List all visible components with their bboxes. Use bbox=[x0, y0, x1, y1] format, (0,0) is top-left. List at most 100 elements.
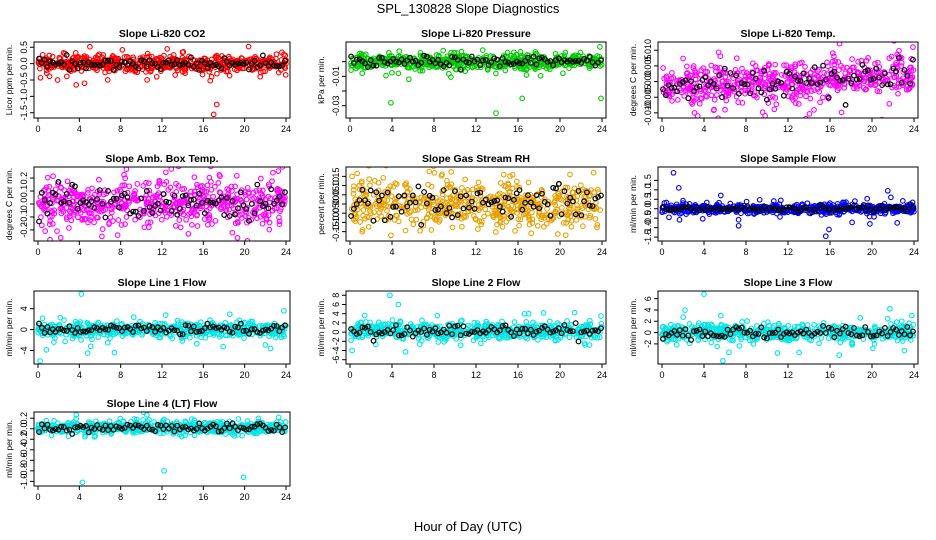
data-point bbox=[373, 203, 380, 210]
data-point bbox=[715, 115, 722, 118]
data-point bbox=[132, 329, 139, 335]
mean-point bbox=[193, 202, 200, 209]
x-tick-label: 16 bbox=[198, 247, 208, 257]
data-point bbox=[140, 183, 147, 189]
data-point bbox=[134, 181, 141, 187]
mean-point bbox=[449, 54, 456, 60]
data-point bbox=[891, 42, 897, 44]
data-point bbox=[769, 93, 776, 100]
mean-point bbox=[893, 68, 899, 75]
data-point bbox=[573, 197, 580, 204]
mean-point bbox=[367, 187, 374, 194]
mean-point bbox=[107, 322, 114, 329]
mean-point bbox=[113, 195, 120, 202]
mean-point bbox=[887, 81, 894, 88]
data-point bbox=[144, 50, 151, 57]
data-point bbox=[358, 178, 365, 185]
mean-point bbox=[232, 323, 239, 330]
data-point bbox=[124, 189, 131, 196]
mean-point bbox=[865, 202, 871, 209]
data-point bbox=[773, 101, 780, 108]
data-point bbox=[408, 208, 414, 215]
data-point bbox=[199, 183, 205, 189]
mean-point bbox=[789, 205, 796, 212]
mean-point bbox=[904, 208, 911, 215]
mean-point bbox=[223, 58, 230, 65]
mean-point bbox=[210, 199, 217, 206]
data-point bbox=[487, 193, 494, 200]
data-point bbox=[179, 319, 185, 325]
data-point bbox=[554, 231, 561, 237]
mean-point bbox=[530, 53, 537, 60]
data-point bbox=[538, 194, 545, 201]
data-point bbox=[448, 169, 455, 175]
data-point bbox=[161, 207, 167, 214]
x-tick-label: 4 bbox=[389, 247, 394, 257]
mean-point bbox=[589, 59, 596, 66]
mean-point bbox=[570, 198, 576, 205]
mean-point bbox=[36, 55, 42, 62]
mean-point bbox=[265, 62, 272, 69]
mean-point bbox=[502, 59, 509, 65]
data-point bbox=[424, 197, 430, 204]
data-point bbox=[461, 212, 468, 219]
data-point bbox=[126, 65, 132, 72]
panel-title: Slope Li-820 CO2 bbox=[119, 28, 206, 40]
mean-point bbox=[513, 190, 520, 197]
y-tick-label: 1.0 bbox=[643, 184, 653, 197]
data-point bbox=[208, 167, 214, 170]
data-point bbox=[594, 222, 601, 228]
mean-point bbox=[831, 206, 838, 212]
data-point bbox=[257, 204, 263, 211]
outlier-point bbox=[164, 46, 171, 52]
mean-point bbox=[190, 63, 197, 70]
mean-point bbox=[77, 59, 84, 66]
mean-point bbox=[124, 62, 131, 69]
data-point bbox=[598, 320, 605, 327]
data-point bbox=[163, 213, 170, 220]
x-tick-label: 8 bbox=[118, 370, 123, 380]
mean-point bbox=[707, 205, 714, 212]
mean-point bbox=[262, 200, 269, 207]
data-point bbox=[180, 334, 187, 341]
mean-point bbox=[221, 55, 228, 62]
y-axis-label: ml/min per min. bbox=[628, 175, 638, 233]
data-point bbox=[475, 226, 481, 232]
data-point bbox=[895, 80, 902, 87]
mean-point bbox=[193, 60, 200, 67]
data-point bbox=[521, 66, 527, 73]
data-point bbox=[204, 182, 211, 189]
mean-point bbox=[876, 74, 883, 81]
mean-point bbox=[160, 59, 167, 66]
mean-point bbox=[74, 205, 81, 212]
data-point bbox=[147, 219, 154, 226]
mean-point bbox=[362, 197, 369, 204]
mean-point bbox=[160, 191, 167, 197]
mean-point bbox=[555, 180, 562, 187]
mean-point bbox=[185, 62, 192, 68]
mean-point bbox=[251, 57, 258, 64]
data-point bbox=[765, 100, 772, 106]
data-point bbox=[560, 220, 567, 226]
data-point bbox=[256, 323, 263, 329]
data-point bbox=[177, 198, 184, 205]
data-point bbox=[43, 70, 50, 77]
mean-point bbox=[688, 78, 694, 85]
mean-point bbox=[138, 57, 145, 64]
data-point bbox=[568, 217, 575, 224]
y-tick-label: -1.0 bbox=[643, 220, 653, 236]
data-point bbox=[559, 205, 565, 211]
data-point bbox=[574, 205, 581, 212]
data-point bbox=[840, 64, 846, 71]
data-point bbox=[279, 49, 285, 56]
data-point bbox=[844, 64, 850, 71]
data-point bbox=[139, 66, 146, 72]
data-point bbox=[42, 196, 49, 202]
data-point bbox=[361, 200, 368, 207]
data-point bbox=[99, 233, 105, 240]
mean-point bbox=[693, 84, 700, 91]
mean-point bbox=[61, 198, 67, 205]
mean-point bbox=[769, 205, 776, 212]
data-point bbox=[351, 211, 358, 218]
